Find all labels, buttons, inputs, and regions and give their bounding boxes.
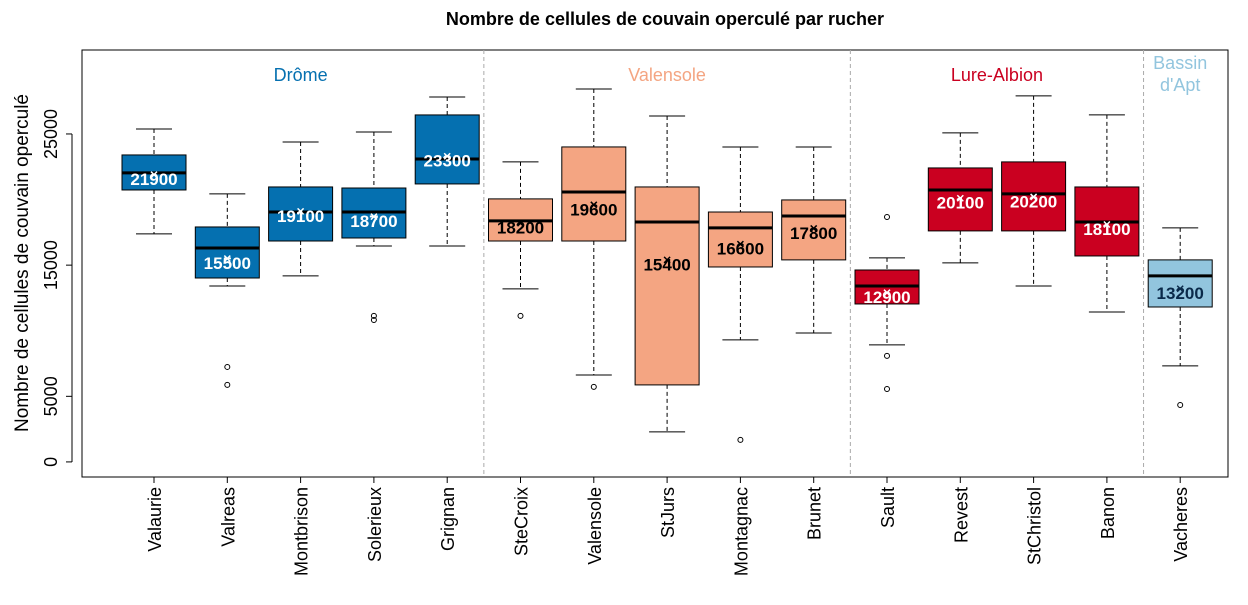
mean-marker <box>590 201 598 209</box>
box <box>707 211 773 268</box>
group-label: Valensole <box>628 65 706 85</box>
x-tick-label: Montbrison <box>292 487 312 576</box>
outlier <box>224 381 231 388</box>
y-tick-label: 25000 <box>41 109 61 159</box>
mean-marker <box>297 207 305 215</box>
x-tick-label: Montagnac <box>731 487 751 576</box>
mean-marker <box>223 255 231 263</box>
x-tick-label: Solerieux <box>365 487 385 562</box>
group-label: Bassin d'Apt <box>1153 53 1208 95</box>
outlier <box>590 383 597 390</box>
box <box>194 226 260 279</box>
outlier <box>224 363 231 370</box>
box <box>927 167 993 232</box>
mean-label: 15500 <box>204 254 251 273</box>
mean-marker <box>736 240 744 248</box>
outlier <box>884 385 890 392</box>
chart-title: Nombre de cellules de couvain operculé p… <box>446 9 884 29</box>
mean-marker <box>443 152 451 160</box>
outlier <box>884 352 890 359</box>
outlier <box>737 436 744 443</box>
x-tick-label: Valaurie <box>145 487 165 552</box>
mean-marker <box>1176 285 1184 293</box>
mean-label: 17800 <box>790 224 837 243</box>
mean-label: 18200 <box>497 219 544 238</box>
x-tick-label: Sault <box>878 487 898 528</box>
box <box>414 114 480 185</box>
mean-marker <box>516 219 525 227</box>
x-tick-label: SteCroix <box>512 487 532 556</box>
mean-label: 20200 <box>1010 192 1057 211</box>
x-tick-label: Brunet <box>805 487 825 540</box>
mean-label: 18100 <box>1083 220 1130 239</box>
outlier <box>370 312 377 319</box>
x-tick-label: Revest <box>951 487 971 543</box>
mean-label: 20100 <box>937 194 984 213</box>
plot-frame <box>81 49 1229 478</box>
mean-marker <box>810 224 818 232</box>
box <box>781 199 847 261</box>
outlier <box>517 312 524 319</box>
box <box>561 146 627 242</box>
x-tick-label: Grignan <box>438 487 458 551</box>
box <box>268 186 334 242</box>
mean-label: 16600 <box>717 240 764 259</box>
mean-marker <box>883 289 891 297</box>
mean-marker <box>1030 193 1038 201</box>
mean-marker <box>370 213 378 221</box>
mean-label: 15400 <box>643 255 690 274</box>
mean-label: 23300 <box>424 152 471 171</box>
mean-marker <box>956 194 964 202</box>
mean-label: 13200 <box>1157 284 1204 303</box>
outlier <box>1177 401 1184 408</box>
box <box>1147 259 1213 308</box>
outlier <box>884 213 890 220</box>
mean-marker <box>1103 220 1111 229</box>
mean-label: 12900 <box>863 288 910 307</box>
mean-label: 19600 <box>570 200 617 219</box>
y-axis-label: Nombre de cellules de couvain operculé <box>12 94 33 432</box>
mean-marker <box>663 256 671 264</box>
x-tick-label: StChristol <box>1025 487 1045 565</box>
mean-label: 18700 <box>350 212 397 231</box>
x-tick-label: Valensole <box>585 487 605 565</box>
y-tick-label: 15000 <box>41 240 61 290</box>
x-tick-label: StJurs <box>658 487 678 538</box>
x-tick-label: Valreas <box>218 487 238 547</box>
x-tick-label: Vacheres <box>1171 487 1191 562</box>
mean-label: 19100 <box>277 207 324 226</box>
box <box>634 186 700 386</box>
y-tick-label: 5000 <box>41 376 61 416</box>
x-tick-label: Banon <box>1098 487 1118 539</box>
group-label: Lure-Albion <box>950 65 1043 85</box>
mean-label: 21900 <box>130 170 177 189</box>
outlier <box>370 316 377 323</box>
group-label: Drôme <box>273 65 328 85</box>
y-tick-label: 0 <box>41 457 61 467</box>
mean-marker <box>150 171 158 179</box>
